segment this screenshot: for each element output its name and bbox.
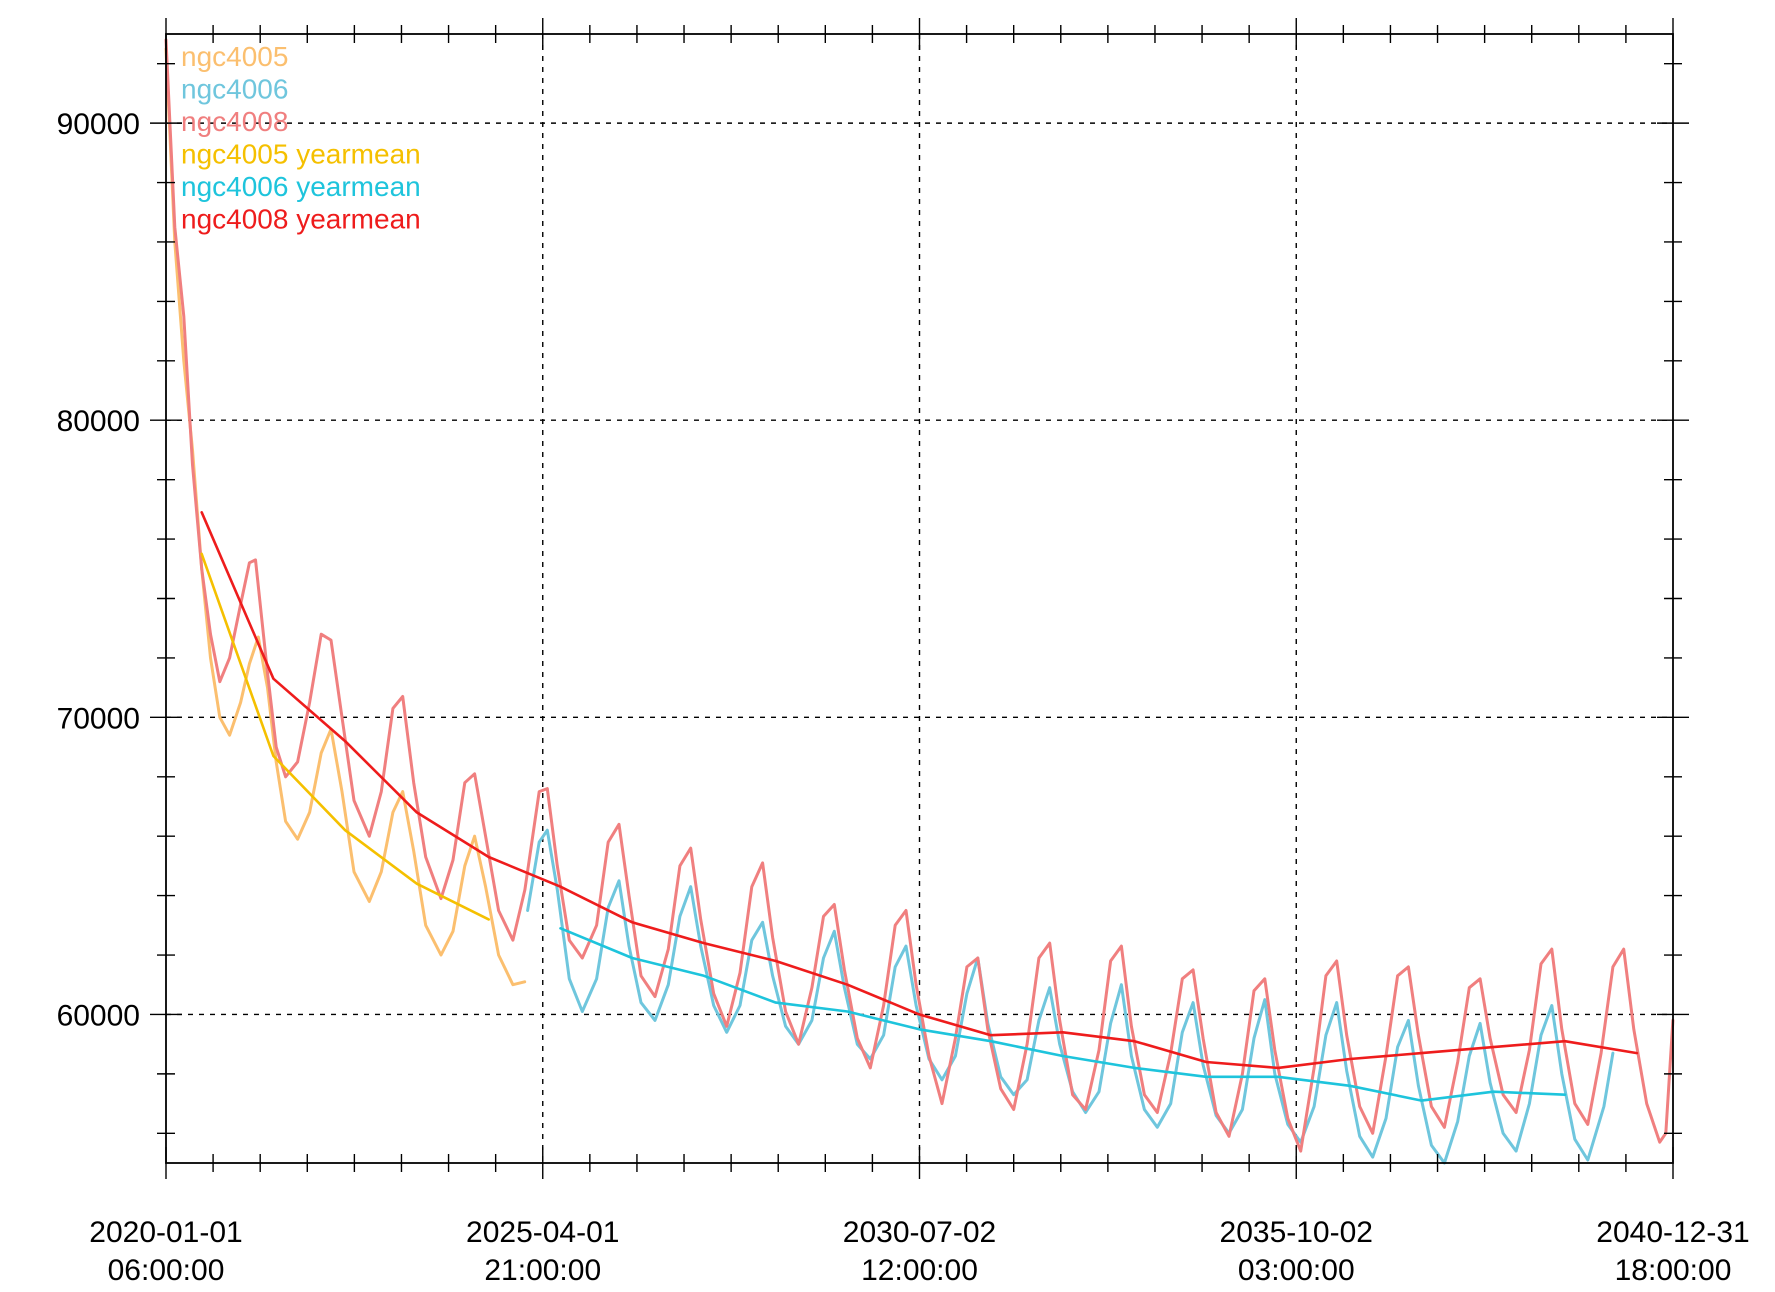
x-tick-label-date: 2035-10-02: [1220, 1216, 1373, 1249]
series-line-ngc4005-yearmean: [200, 552, 491, 921]
x-tick-label-time: 03:00:00: [1238, 1254, 1355, 1287]
legend-entry: ngc4005 yearmean: [181, 139, 421, 170]
x-tick-label-time: 12:00:00: [861, 1254, 978, 1287]
series-lines: [164, 38, 1675, 1165]
x-tick-label-time: 18:00:00: [1615, 1254, 1732, 1287]
x-tick-label-time: 06:00:00: [108, 1254, 225, 1287]
legend-entry: ngc4008: [181, 106, 288, 137]
y-tick-label: 90000: [57, 108, 140, 141]
y-tick-label: 60000: [57, 999, 140, 1032]
series-line-ngc4006-yearmean: [559, 926, 1567, 1102]
legend-entry: ngc4006 yearmean: [181, 171, 421, 202]
grid-lines: [166, 34, 1673, 1163]
y-tick-label: 80000: [57, 405, 140, 438]
x-tick-label-date: 2040-12-31: [1596, 1216, 1749, 1249]
legend-entry: ngc4006: [181, 74, 288, 105]
series-line-ngc4008: [164, 38, 1675, 1153]
series-line-ngc4005: [164, 47, 527, 987]
x-tick-label-date: 2025-04-01: [466, 1216, 619, 1249]
x-tick-label-time: 21:00:00: [484, 1254, 601, 1287]
legend-entry: ngc4005: [181, 41, 288, 72]
y-tick-label: 70000: [57, 702, 140, 735]
x-tick-label-date: 2020-01-01: [89, 1216, 242, 1249]
x-tick-label-date: 2030-07-02: [843, 1216, 996, 1249]
series-line-ngc4008-yearmean: [200, 510, 1639, 1070]
tick-labels: 60000 70000 80000 90000 2020-01-01 06:00:00 20…: [57, 108, 1750, 1287]
axes: [150, 18, 1689, 1179]
legend-entry: ngc4008 yearmean: [181, 204, 421, 235]
series-line-ngc4006: [526, 828, 1615, 1165]
